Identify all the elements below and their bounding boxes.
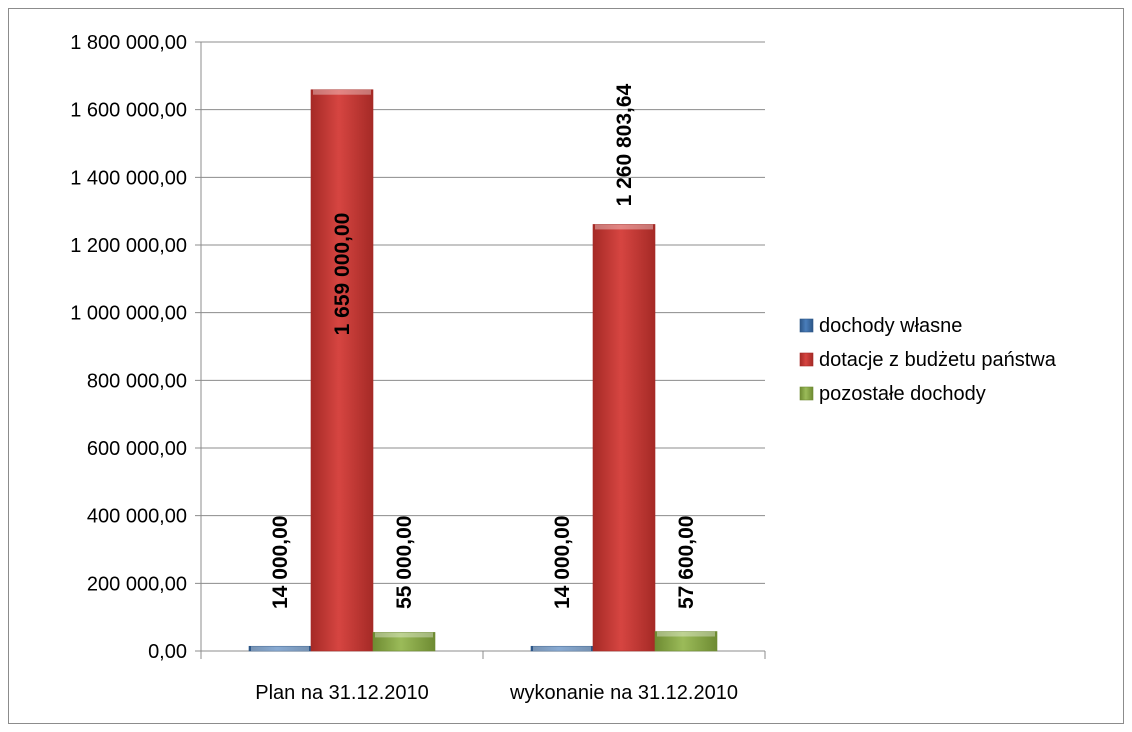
bar [372,632,436,652]
bar-highlight [657,631,715,637]
bar [654,631,718,652]
y-tick-label: 400 000,00 [87,506,187,528]
data-label: 1 659 000,00 [331,213,354,336]
data-label: 1 260 803,64 [613,83,636,206]
bar [310,89,374,652]
data-label: 55 000,00 [393,516,416,609]
bar-highlight [313,89,371,95]
legend-swatch [799,318,814,333]
y-tick-label: 1 600 000,00 [70,100,187,122]
y-tick-label: 1 400 000,00 [70,167,187,189]
bars [248,89,718,652]
bar-highlight [375,632,433,638]
y-tick-label: 1 800 000,00 [70,32,187,54]
category-label: Plan na 31.12.2010 [255,682,429,704]
data-labels: 14 000,00 1 659 000,00 55 000,00 14 000,00 1… [269,83,698,609]
legend-swatch [799,386,814,401]
legend-swatch [799,352,814,367]
bar [592,224,656,652]
category-label: wykonanie na 31.12.2010 [509,682,738,704]
data-label: 14 000,00 [551,516,574,609]
y-tick-label: 1 000 000,00 [70,303,187,325]
legend: dochody własne dotacje z budżetu państwa p… [799,315,1057,405]
data-label: 14 000,00 [269,516,292,609]
y-tick-label: 1 200 000,00 [70,235,187,257]
y-tick-label: 600 000,00 [87,438,187,460]
bar-highlight [595,224,653,230]
y-tick-label: 0,00 [148,641,187,663]
y-tick-label: 800 000,00 [87,370,187,392]
legend-label: dochody własne [819,315,962,337]
axes: 0,00 200 000,00 400 000,00 600 000,00 800 00… [70,32,766,704]
legend-label: pozostałe dochody [819,383,986,405]
gridlines [195,41,765,652]
chart-frame: 0,00 200 000,00 400 000,00 600 000,00 800 00… [8,8,1124,724]
bar-highlight [533,646,591,651]
data-label: 57 600,00 [675,516,698,609]
y-tick-label: 200 000,00 [87,573,187,595]
legend-label: dotacje z budżetu państwa [819,349,1057,371]
bar-highlight [251,646,309,651]
bar-chart: 0,00 200 000,00 400 000,00 600 000,00 800 00… [70,32,1057,704]
